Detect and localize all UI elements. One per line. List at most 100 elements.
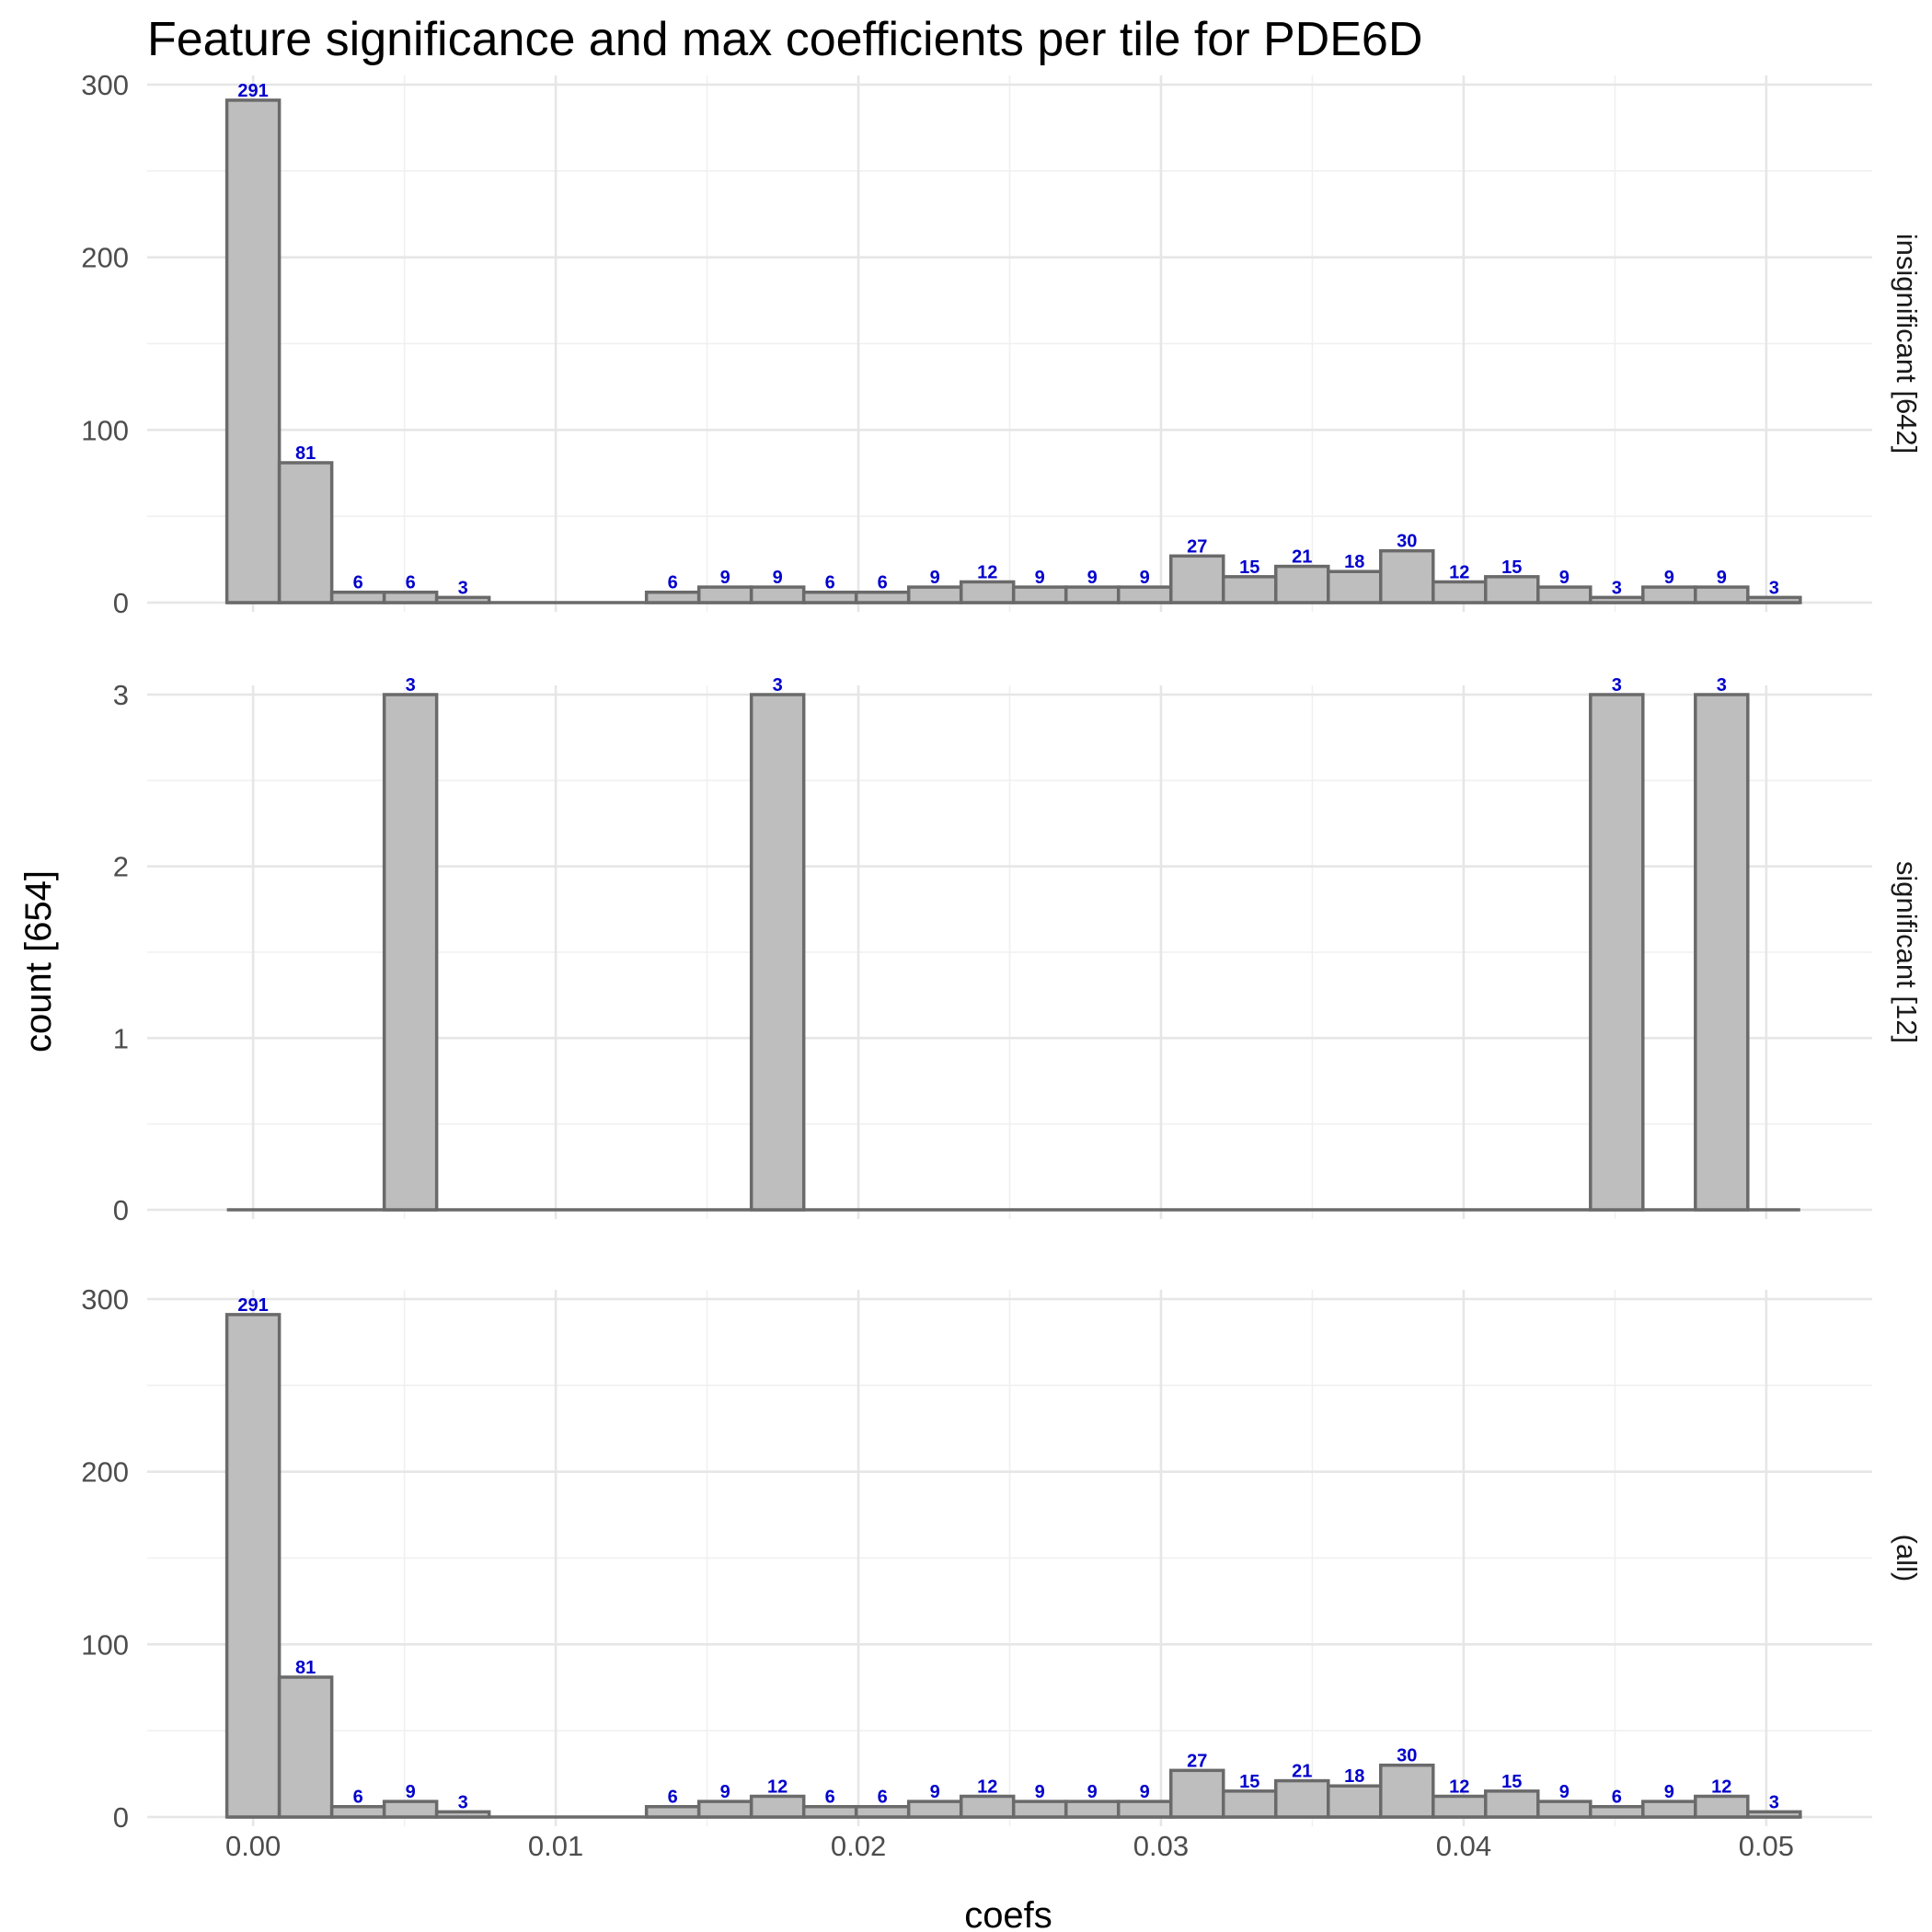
facet-panel: 0 100 200 300 291 81 6 6 3 6 9 9 6 6 9 12 9 9 9 27 15 21 18 30 1…	[81, 69, 1923, 619]
histogram-bar	[329, 590, 386, 604]
histogram-bar	[644, 1804, 701, 1819]
bar-count-label: 12	[1711, 1777, 1731, 1797]
x-axis-title: coefs	[964, 1895, 1052, 1932]
bar-count-label: 9	[1087, 1782, 1098, 1802]
bar-count-label: 6	[878, 1788, 888, 1808]
bar-count-label: 9	[930, 1782, 940, 1802]
histogram-bar	[959, 580, 1016, 604]
y-tick-label: 100	[81, 414, 129, 446]
bar-count-label: 3	[1769, 578, 1779, 598]
histogram-bar	[1116, 585, 1173, 604]
y-tick-label: 200	[81, 242, 129, 274]
histogram-bar	[277, 461, 334, 604]
facet-panel: 0 100 200 300 291 81 6 9 3 6 9 12 6 6 9 12 9 9 9 27 15 21 18 30…	[81, 1283, 1923, 1834]
histogram-bar	[801, 590, 858, 604]
bar-count-label: 15	[1501, 1772, 1522, 1792]
histogram-bar	[1221, 575, 1278, 604]
bar-count-label: 3	[458, 1792, 468, 1812]
bar-count-label: 9	[1035, 1782, 1045, 1802]
x-tick-label: 0.02	[831, 1830, 886, 1862]
bar-count-label: 9	[1035, 568, 1045, 588]
histogram-bar	[1641, 1800, 1697, 1819]
bar-count-label: 12	[767, 1777, 788, 1797]
bar-count-label: 21	[1292, 1762, 1312, 1782]
x-tick-label: 0.00	[225, 1830, 281, 1862]
histogram-bar	[696, 1800, 753, 1819]
bar-count-label: 30	[1397, 532, 1417, 552]
y-tick-label: 300	[81, 1283, 129, 1316]
histogram-bar	[1064, 1800, 1121, 1819]
y-tick-label: 200	[81, 1456, 129, 1489]
bar-count-label: 6	[825, 573, 835, 593]
facet-panel: 0 1 2 3 3 3 3 3 significant [12]	[113, 675, 1923, 1226]
y-tick-label: 2	[113, 851, 129, 883]
bar-count-label: 6	[878, 573, 888, 593]
bar-count-label: 9	[1717, 568, 1727, 588]
y-tick-label: 100	[81, 1628, 129, 1661]
histogram-bar	[1064, 585, 1121, 604]
facet-strip-label: insignificant [642]	[1891, 234, 1923, 454]
histogram-bar	[329, 1804, 386, 1819]
histogram-bar	[1484, 1789, 1540, 1819]
bar-count-label: 9	[406, 1782, 416, 1802]
histogram-bar	[1116, 1800, 1173, 1819]
histogram-bar	[1327, 569, 1383, 604]
bar-count-label: 6	[406, 573, 416, 593]
facet-strip-label: (all)	[1891, 1535, 1923, 1582]
histogram-bar	[1168, 554, 1225, 604]
y-tick-label: 1	[113, 1022, 129, 1054]
histogram-bar	[1221, 1789, 1278, 1819]
histogram-bar	[749, 693, 806, 1212]
histogram-bar	[1694, 585, 1750, 604]
histogram-bar	[1536, 1800, 1593, 1819]
histogram-bar	[382, 1800, 439, 1819]
y-tick-label: 3	[113, 679, 129, 711]
bar-count-label: 3	[1717, 675, 1727, 696]
bar-count-label: 15	[1239, 558, 1259, 578]
bar-count-label: 9	[1559, 568, 1570, 588]
bar-count-label: 15	[1239, 1772, 1259, 1792]
histogram-bar	[1641, 585, 1697, 604]
bar-count-label: 3	[773, 675, 783, 696]
histogram-bar	[1273, 1778, 1330, 1819]
histogram-bar	[1589, 1804, 1645, 1819]
chart-title: Feature significance and max coefficient…	[147, 13, 1422, 66]
histogram-bar	[1379, 548, 1435, 604]
bar-count-label: 3	[1769, 1792, 1779, 1812]
bar-count-label: 291	[237, 1295, 268, 1316]
bar-count-label: 9	[720, 1782, 730, 1802]
histogram-bar	[959, 1794, 1016, 1819]
x-tick-label: 0.04	[1436, 1830, 1491, 1862]
histogram-bar	[1273, 564, 1330, 604]
histogram-bar	[749, 1794, 806, 1819]
histogram-bar	[1746, 595, 1802, 604]
bar-count-label: 6	[353, 573, 363, 593]
histogram-bar	[1327, 1784, 1383, 1819]
bar-count-label: 15	[1501, 558, 1522, 578]
bar-count-label: 9	[1087, 568, 1098, 588]
histogram-bar	[1432, 1794, 1488, 1819]
bar-count-label: 3	[406, 675, 416, 696]
x-tick-label: 0.03	[1133, 1830, 1189, 1862]
histogram-bar	[434, 1810, 491, 1819]
histogram-bar	[382, 693, 439, 1212]
histogram-bar	[1379, 1763, 1435, 1819]
histogram-bar	[277, 1675, 334, 1819]
histogram-bar	[1432, 580, 1488, 604]
bar-count-label: 6	[668, 573, 678, 593]
histogram-bar	[382, 590, 439, 604]
bar-count-label: 12	[1449, 1777, 1469, 1797]
histogram-bar	[854, 590, 911, 604]
y-axis-title: count [654]	[18, 870, 59, 1052]
bar-count-label: 9	[720, 568, 730, 588]
bar-count-label: 6	[1612, 1788, 1622, 1808]
y-tick-label: 0	[113, 1801, 129, 1834]
bar-count-label: 9	[1140, 1782, 1150, 1802]
bar-count-label: 6	[668, 1788, 678, 1808]
histogram-bar	[1011, 1800, 1068, 1819]
facet-strip-label: significant [12]	[1891, 861, 1923, 1043]
bar-count-label: 12	[977, 1777, 997, 1797]
bar-count-label: 81	[295, 1658, 316, 1678]
histogram-bar	[1484, 575, 1540, 604]
